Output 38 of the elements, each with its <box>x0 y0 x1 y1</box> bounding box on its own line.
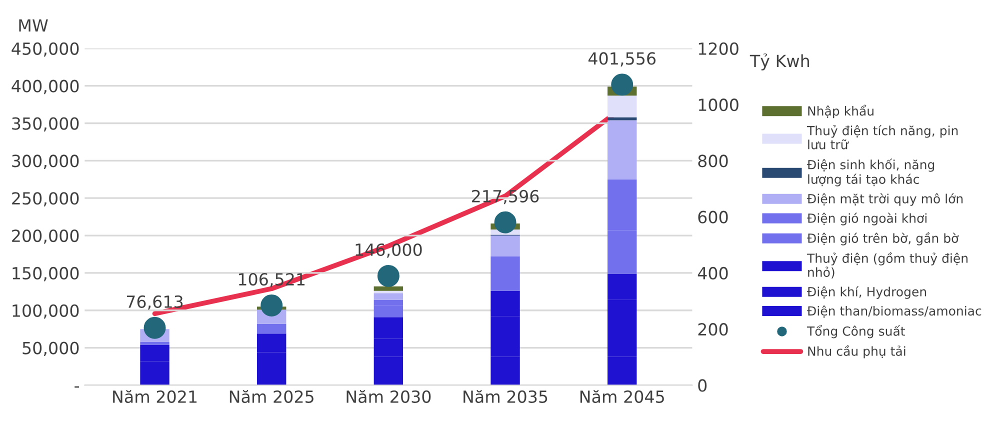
y2-tick-label: 600 <box>698 210 728 224</box>
data-label: 76,613 <box>126 295 183 310</box>
y-tick-label: 350,000 <box>12 117 79 132</box>
legend-label: Điện khí, Hydrogen <box>807 286 926 299</box>
legend-label: Điện than/biomass/amoniac <box>807 305 982 318</box>
x-tick-label: Năm 2030 <box>346 390 431 403</box>
y2-tick-label: 400 <box>698 266 728 280</box>
legend-label: Thuỷ điện (gồm thuỷ điện nhỏ) <box>806 252 968 278</box>
y-tick-label: 250,000 <box>12 192 79 206</box>
x-tick-label: Năm 2045 <box>580 390 664 403</box>
legend-label: Điện gió trên bờ, gần bờ <box>807 232 959 246</box>
legend-label: Điện gió ngoài khơi <box>807 212 926 226</box>
legend-label: Tổng Công suất <box>806 324 905 338</box>
y2-axis-title: Tỷ Kwh <box>750 53 809 70</box>
y-tick-label: 100,000 <box>12 304 79 319</box>
legend-label: Điện mặt trời quy mô lớn <box>807 193 963 206</box>
y2-tick-label: 800 <box>698 154 728 168</box>
legend-label: Điện sinh khối, năng lượng tái tạo khác <box>807 158 934 186</box>
y2-tick-label: 1000 <box>698 98 738 112</box>
x-tick-label: Năm 2035 <box>464 390 548 403</box>
y-axis-title: MW <box>19 19 48 32</box>
y2-tick-label: 0 <box>698 379 707 392</box>
y-tick-label: 400,000 <box>12 80 79 94</box>
legend-label: Thuỷ điện tích năng, pin lưu trữ <box>806 125 958 150</box>
y-tick-label: 300,000 <box>12 154 79 169</box>
data-label: 217,596 <box>472 190 539 204</box>
data-label: 401,556 <box>588 52 656 66</box>
y-tick-label: - <box>74 386 79 388</box>
legend-label: Nhu cầu phụ tải <box>808 345 906 358</box>
y2-tick-label: 200 <box>698 323 728 336</box>
y-tick-label: 450,000 <box>12 42 79 57</box>
legend-label: Nhập khẩu <box>808 104 874 118</box>
y2-tick-label: 1200 <box>698 42 738 55</box>
y-tick-label: 200,000 <box>12 229 79 244</box>
y-tick-label: 150,000 <box>12 266 79 282</box>
x-tick-label: Năm 2025 <box>230 390 314 403</box>
y-tick-label: 50,000 <box>22 342 79 356</box>
x-tick-label: Năm 2021 <box>113 390 197 403</box>
